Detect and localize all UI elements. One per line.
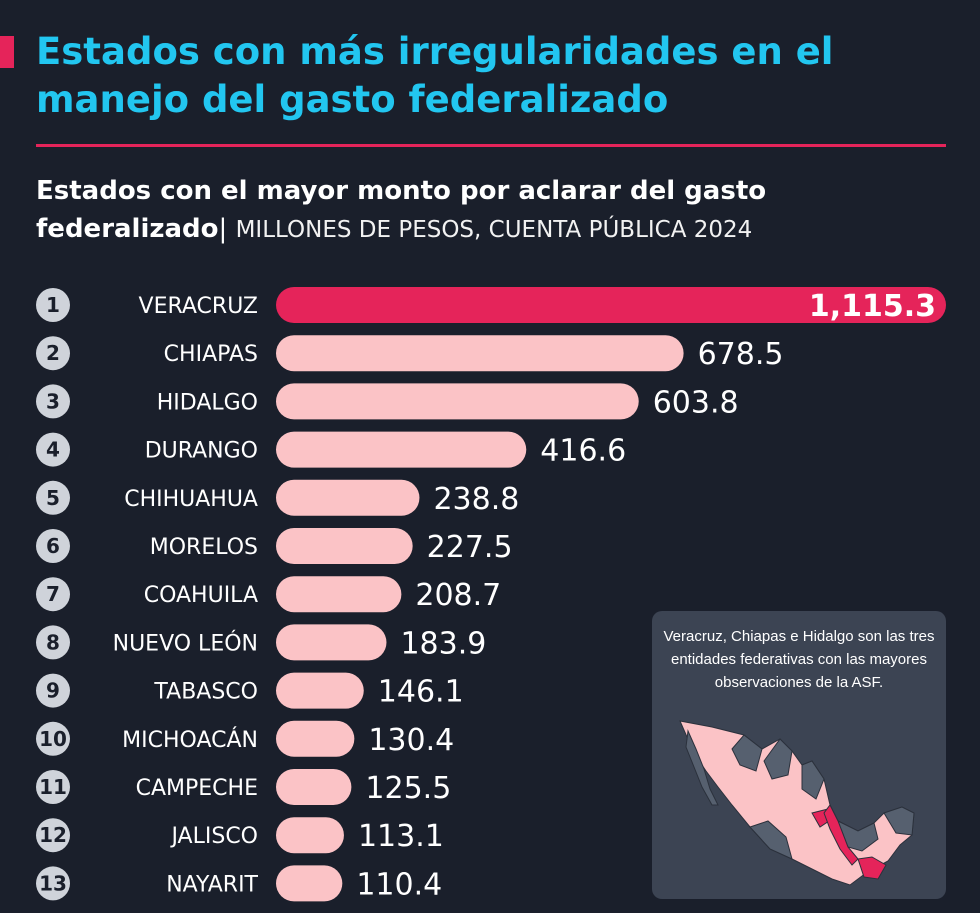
state-label: NUEVO LEÓN	[113, 630, 258, 656]
rank-number: 13	[39, 871, 67, 895]
rank-badge	[36, 577, 70, 612]
value-label: 227.5	[427, 530, 513, 565]
rank-number: 7	[46, 582, 60, 606]
state-label: DURANGO	[145, 439, 258, 464]
bar	[276, 479, 420, 516]
rank-number: 9	[46, 679, 60, 703]
state-label: COAHUILA	[144, 583, 258, 608]
rank-badge	[36, 432, 70, 467]
bar	[276, 624, 387, 661]
page-title: Estados con más irregularidades en el ma…	[36, 30, 834, 121]
value-label: 603.8	[653, 385, 739, 420]
state-label: TABASCO	[153, 680, 258, 705]
value-label: 125.5	[365, 771, 451, 806]
rank-number: 10	[39, 727, 67, 751]
rank-number: 8	[46, 630, 60, 654]
bar	[276, 865, 343, 902]
bar	[276, 383, 639, 420]
rank-number: 4	[46, 438, 60, 462]
value-label: 183.9	[400, 626, 486, 661]
state-label: CAMPECHE	[136, 776, 258, 801]
rank-number: 1	[46, 293, 60, 317]
rank-number: 12	[39, 823, 67, 847]
state-label: NAYARIT	[166, 872, 258, 897]
rank-badge	[36, 721, 70, 756]
chart-subtitle: Estados con el mayor monto por aclarar d…	[36, 172, 956, 249]
value-label: 416.6	[540, 434, 626, 469]
subtitle-separator: |	[218, 214, 228, 244]
rank-badge	[36, 818, 70, 853]
rank-badge	[36, 336, 70, 371]
title-divider	[36, 144, 946, 147]
state-label: HIDALGO	[157, 390, 258, 415]
state-label: CHIHUAHUA	[124, 487, 258, 512]
value-label: 146.1	[378, 675, 464, 710]
subtitle-bold: Estados con el mayor monto por aclarar d…	[36, 176, 767, 244]
bar	[276, 287, 946, 323]
value-label: 130.4	[368, 723, 454, 758]
rank-badge	[36, 529, 70, 563]
rank-badge	[36, 770, 70, 804]
rank-number: 2	[46, 341, 60, 365]
bar	[276, 576, 402, 613]
title-accent-bar	[0, 36, 14, 68]
bar	[276, 817, 344, 854]
rank-badge	[36, 384, 70, 419]
state-label: JALISCO	[169, 824, 258, 849]
state-label: CHIAPAS	[164, 342, 258, 367]
bar-chart: 1 VERACRUZ 1,115.3 2 CHIAPAS 678.5 3 HIDALGO 603…	[36, 287, 946, 902]
inset-note: Veracruz, Chiapas e Hidalgo son las tres…	[663, 628, 935, 691]
rank-badge	[36, 480, 70, 515]
map-inset: Veracruz, Chiapas e Hidalgo son las tres…	[652, 611, 946, 899]
rank-badge	[36, 625, 70, 660]
rank-badge	[36, 866, 70, 901]
bar	[276, 769, 352, 805]
state-label: VERACRUZ	[139, 294, 258, 319]
bar	[276, 528, 413, 564]
rank-number: 3	[46, 389, 60, 413]
state-label: MORELOS	[150, 535, 258, 560]
bar	[276, 672, 364, 709]
value-label: 678.5	[698, 337, 784, 372]
mexico-map	[679, 720, 915, 886]
value-label: 1,115.3	[809, 289, 936, 324]
value-label: 208.7	[415, 578, 501, 613]
rank-number: 11	[39, 775, 67, 799]
rank-number: 6	[46, 534, 60, 558]
bar	[276, 720, 355, 757]
bar	[276, 335, 684, 372]
map-landmass	[679, 720, 915, 886]
rank-badge	[36, 673, 70, 708]
value-label: 238.8	[433, 482, 519, 517]
rank-badge	[36, 288, 70, 322]
rank-number: 5	[46, 486, 60, 510]
value-label: 113.1	[358, 819, 444, 854]
state-label: MICHOACÁN	[122, 727, 258, 753]
subtitle-unit: MILLONES DE PESOS, CUENTA PÚBLICA 2024	[235, 217, 753, 243]
value-label: 110.4	[356, 867, 442, 902]
bar	[276, 431, 527, 468]
